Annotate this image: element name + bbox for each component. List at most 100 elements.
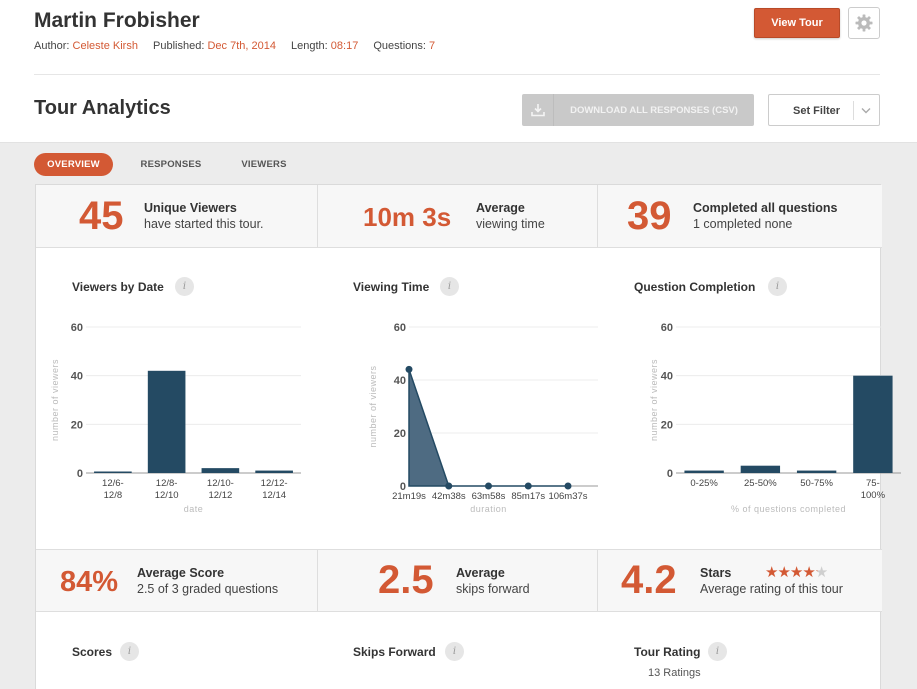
- x-tick-label: 12/10-: [207, 478, 234, 489]
- chart-title-question-completion: Question Completion: [634, 280, 756, 294]
- tab-viewers[interactable]: VIEWERS: [241, 159, 287, 170]
- y-tick-label: 40: [71, 371, 83, 383]
- y-axis-label: number of viewers: [50, 359, 60, 441]
- stat-value: 84%: [60, 566, 119, 598]
- filter-separator: [853, 101, 854, 120]
- stat-sub: 2.5 of 3 graded questions: [137, 582, 279, 596]
- bar: [853, 375, 893, 473]
- stat-label: Unique Viewers: [144, 201, 237, 215]
- bar: [94, 471, 132, 473]
- stat-value: 2.5: [378, 558, 434, 602]
- stat-label: Average: [456, 566, 505, 580]
- chevron-down-icon: [861, 108, 871, 114]
- area-series: [408, 369, 568, 487]
- x-tick-label: 50-75%: [800, 478, 833, 489]
- x-tick-label: 12/8-: [156, 478, 178, 489]
- stat-value: 10m 3s: [363, 202, 452, 232]
- chart-title-skips-forward: Skips Forward: [353, 645, 436, 659]
- x-tick-label: 21m19s: [392, 491, 426, 502]
- star-icon: ★: [814, 564, 828, 581]
- bar: [740, 465, 781, 473]
- x-axis-label: % of questions completed: [731, 504, 846, 514]
- y-tick-label: 60: [394, 322, 406, 334]
- x-tick-label: 63m58s: [472, 491, 506, 502]
- stat-average-score: 84% Average Score 2.5 of 3 graded questi…: [36, 549, 318, 612]
- length-label: Length:: [291, 40, 328, 52]
- bar: [796, 470, 837, 473]
- x-tick-label: 85m17s: [511, 491, 545, 502]
- bar: [684, 470, 724, 473]
- chart-title-tour-rating: Tour Rating: [634, 645, 701, 659]
- x-axis-label: date: [184, 504, 204, 514]
- data-point: [524, 482, 532, 490]
- x-tick-label: 100%: [861, 490, 886, 501]
- star-icon: ★: [765, 564, 778, 581]
- star-rating: ★★★★★: [765, 563, 828, 581]
- author-link[interactable]: Celeste Kirsh: [72, 40, 138, 52]
- y-tick-label: 0: [77, 468, 83, 480]
- y-tick-label: 20: [394, 428, 406, 440]
- info-icon[interactable]: i: [175, 277, 194, 296]
- x-tick-label: 12/10: [155, 490, 179, 501]
- star-icon: ★: [777, 564, 790, 581]
- stat-sub: have started this tour.: [144, 217, 264, 231]
- info-icon[interactable]: i: [768, 277, 787, 296]
- data-point: [405, 365, 413, 373]
- tour-header: Martin Frobisher Author: Celeste Kirsh P…: [0, 0, 917, 143]
- tab-overview[interactable]: OVERVIEW: [34, 153, 113, 176]
- x-tick-label: 12/6-: [102, 478, 124, 489]
- header-divider: [34, 74, 880, 75]
- tab-responses[interactable]: RESPONSES: [140, 159, 202, 170]
- stat-average-viewing-time: 10m 3s Average viewing time: [318, 185, 598, 248]
- star-icon: ★: [802, 564, 815, 581]
- bar: [147, 370, 186, 473]
- info-icon[interactable]: i: [708, 642, 727, 661]
- y-tick-label: 40: [394, 375, 406, 387]
- x-tick-label: 106m37s: [548, 491, 587, 502]
- set-filter-select[interactable]: Set Filter: [768, 94, 880, 126]
- x-tick-label: 42m38s: [432, 491, 466, 502]
- author-label: Author:: [34, 40, 70, 52]
- download-responses-button[interactable]: DOWNLOAD ALL RESPONSES (CSV): [522, 94, 754, 126]
- gear-icon: [855, 14, 873, 32]
- y-tick-label: 0: [667, 468, 673, 480]
- question-completion-chart: 0 20 40 60 number of viewers 0-25% 25-50% 50-75…: [649, 322, 901, 514]
- stat-completed-questions: 39 Completed all questions 1 completed n…: [598, 185, 882, 248]
- y-tick-label: 0: [400, 481, 406, 493]
- page-title: Tour Analytics: [34, 97, 171, 119]
- tour-title: Martin Frobisher: [34, 9, 200, 32]
- star-icon: ★: [789, 564, 803, 581]
- view-tour-button[interactable]: View Tour: [754, 8, 840, 38]
- y-tick-label: 20: [71, 419, 83, 431]
- x-tick-label: 12/12-: [261, 478, 288, 489]
- settings-button[interactable]: [848, 7, 880, 39]
- overview-panel: 45 Unique Viewers have started this tour…: [35, 184, 901, 689]
- download-label: DOWNLOAD ALL RESPONSES (CSV): [570, 104, 738, 116]
- published-label: Published:: [153, 40, 205, 52]
- info-icon[interactable]: i: [445, 642, 464, 661]
- data-point: [445, 482, 453, 490]
- stat-unique-viewers: 45 Unique Viewers have started this tour…: [36, 185, 318, 248]
- x-tick-label: 12/14: [262, 490, 286, 501]
- filter-label: Set Filter: [793, 105, 841, 117]
- viewing-time-chart: 0 20 40 60 number of viewers 21m19s 42m38s 63m5…: [368, 322, 598, 514]
- stat-sub: skips forward: [456, 582, 530, 596]
- published-value: Dec 7th, 2014: [207, 40, 276, 52]
- stat-sub: viewing time: [476, 217, 545, 231]
- chart-title-viewers-by-date: Viewers by Date: [72, 280, 164, 294]
- y-tick-label: 60: [661, 322, 673, 334]
- chart-title-scores: Scores: [72, 645, 113, 659]
- stat-label: Average Score: [137, 566, 225, 580]
- info-icon[interactable]: i: [120, 642, 139, 661]
- y-tick-label: 20: [661, 419, 673, 431]
- stat-sub: 1 completed none: [693, 217, 793, 231]
- x-tick-label: 12/12: [208, 490, 232, 501]
- length-value: 08:17: [330, 40, 359, 52]
- stat-value: 45: [79, 194, 124, 238]
- stat-sub: Average rating of this tour: [700, 582, 843, 596]
- stat-stars: 4.2 Stars ★★★★★ Average rating of this t…: [598, 549, 882, 612]
- stat-label: Completed all questions: [693, 201, 838, 215]
- y-axis-label: number of viewers: [368, 365, 378, 447]
- info-icon[interactable]: i: [440, 277, 459, 296]
- bar: [201, 468, 240, 473]
